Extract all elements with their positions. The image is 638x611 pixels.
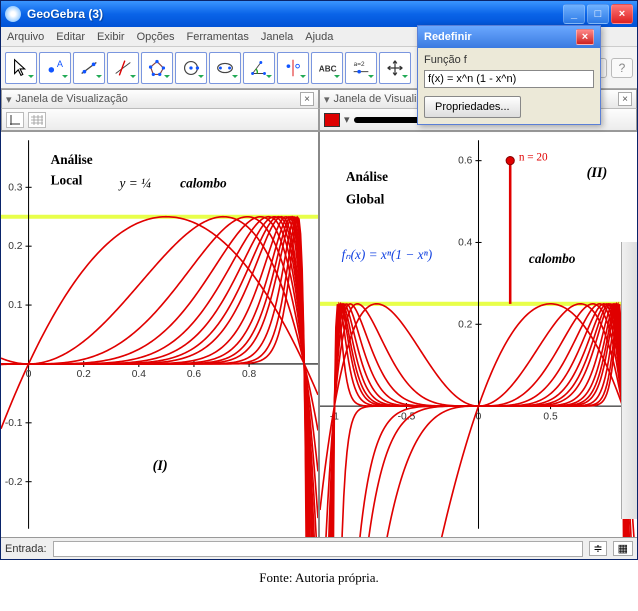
- collapse-icon[interactable]: ▾: [6, 93, 12, 106]
- axes-toggle-icon[interactable]: [6, 112, 24, 128]
- titlebar: GeoGebra (3) _ □ ×: [1, 1, 637, 27]
- grid-toggle-icon[interactable]: [28, 112, 46, 128]
- figure-caption: Fonte: Autoria própria.: [0, 570, 638, 586]
- input-dropdown-icon[interactable]: ≑: [589, 541, 606, 556]
- menu-opcoes[interactable]: Opções: [137, 31, 175, 43]
- color-swatch[interactable]: [324, 113, 340, 127]
- svg-text:A: A: [57, 59, 64, 69]
- window-title: GeoGebra (3): [27, 7, 563, 21]
- properties-button[interactable]: Propriedades...: [424, 96, 521, 118]
- app-icon: [5, 6, 21, 22]
- svg-text:0.2: 0.2: [458, 319, 473, 330]
- tool-circle[interactable]: [175, 52, 207, 84]
- menu-janela[interactable]: Janela: [261, 31, 293, 43]
- dialog-title-text: Redefinir: [424, 31, 472, 43]
- svg-text:0.4: 0.4: [458, 238, 473, 249]
- vertical-scrollbar[interactable]: [621, 242, 637, 519]
- svg-text:Análise: Análise: [346, 169, 388, 184]
- app-window: GeoGebra (3) _ □ × Arquivo Editar Exibir…: [0, 0, 638, 560]
- menu-ajuda[interactable]: Ajuda: [305, 31, 333, 43]
- left-strip: [1, 109, 319, 131]
- svg-text:calombo: calombo: [180, 175, 227, 190]
- svg-text:y = ¼: y = ¼: [118, 175, 151, 190]
- dropdown-icon[interactable]: ▾: [344, 113, 350, 126]
- svg-text:-0.2: -0.2: [5, 477, 23, 488]
- tool-point[interactable]: A: [39, 52, 71, 84]
- tool-text[interactable]: ABC: [311, 52, 343, 84]
- dialog-close-icon[interactable]: ×: [576, 29, 594, 45]
- input-help-icon[interactable]: ▦: [613, 541, 633, 556]
- svg-text:0.8: 0.8: [242, 369, 257, 380]
- svg-text:0.4: 0.4: [132, 369, 147, 380]
- menu-exibir[interactable]: Exibir: [97, 31, 125, 43]
- svg-text:Global: Global: [346, 192, 385, 207]
- command-input[interactable]: [53, 541, 584, 557]
- collapse-icon[interactable]: ▾: [324, 93, 330, 106]
- plot-right[interactable]: -1-0.500.50.20.40.6AnáliseGlobalfₙ(x) = …: [318, 132, 637, 537]
- dialog-titlebar[interactable]: Redefinir ×: [418, 26, 600, 48]
- svg-text:Análise: Análise: [51, 152, 93, 167]
- input-bar: Entrada: ≑ ▦: [1, 537, 637, 559]
- panel-left-header[interactable]: ▾ Janela de Visualização ×: [1, 89, 319, 109]
- svg-text:n = 20: n = 20: [519, 152, 548, 164]
- tool-ellipse[interactable]: [209, 52, 241, 84]
- dialog-input[interactable]: [424, 70, 594, 88]
- svg-text:0.2: 0.2: [77, 369, 92, 380]
- tool-reflect[interactable]: [277, 52, 309, 84]
- panel-left-title: Janela de Visualização: [16, 93, 128, 105]
- redefine-dialog: Redefinir × Função f Propriedades...: [417, 25, 601, 125]
- maximize-button[interactable]: □: [587, 4, 609, 24]
- svg-text:ABC: ABC: [319, 64, 337, 73]
- svg-text:0.6: 0.6: [187, 369, 202, 380]
- svg-text:Local: Local: [51, 172, 83, 187]
- svg-text:-0.1: -0.1: [5, 418, 23, 429]
- menu-ferramentas[interactable]: Ferramentas: [186, 31, 248, 43]
- close-button[interactable]: ×: [611, 4, 633, 24]
- plot-area: 0 0.2 0.4 0.6 0.8 -0.2 -0.1 0.1 0.2 0.3 Análise Loc…: [1, 131, 637, 537]
- menu-editar[interactable]: Editar: [56, 31, 85, 43]
- svg-text:0.5: 0.5: [543, 411, 558, 422]
- svg-text:0.3: 0.3: [8, 182, 23, 193]
- svg-text:0.2: 0.2: [8, 241, 23, 252]
- menu-arquivo[interactable]: Arquivo: [7, 31, 44, 43]
- tool-pointer[interactable]: [5, 52, 37, 84]
- svg-text:0.6: 0.6: [458, 156, 473, 167]
- minimize-button[interactable]: _: [563, 4, 585, 24]
- svg-text:a=2: a=2: [354, 61, 365, 68]
- svg-text:(I): (I): [153, 458, 168, 474]
- tool-perpendicular[interactable]: [107, 52, 139, 84]
- svg-text:-0.5: -0.5: [398, 411, 416, 422]
- tool-slider[interactable]: a=2: [345, 52, 377, 84]
- tool-move-view[interactable]: [379, 52, 411, 84]
- tool-polygon[interactable]: [141, 52, 173, 84]
- panel-left-close-icon[interactable]: ×: [300, 92, 314, 106]
- input-label: Entrada:: [5, 543, 47, 555]
- dialog-field-label: Função f: [424, 54, 594, 66]
- help-icon[interactable]: ?: [611, 58, 633, 78]
- plot-left[interactable]: 0 0.2 0.4 0.6 0.8 -0.2 -0.1 0.1 0.2 0.3 Análise Loc…: [1, 132, 318, 537]
- svg-text:0.1: 0.1: [8, 300, 23, 311]
- svg-text:0: 0: [26, 369, 32, 380]
- tool-line[interactable]: [73, 52, 105, 84]
- tool-angle[interactable]: [243, 52, 275, 84]
- svg-text:(II): (II): [587, 165, 608, 181]
- svg-text:calombo: calombo: [529, 251, 576, 266]
- panel-right-close-icon[interactable]: ×: [618, 92, 632, 106]
- svg-text:fₙ(x) = xⁿ(1 − xⁿ): fₙ(x) = xⁿ(1 − xⁿ): [342, 247, 433, 262]
